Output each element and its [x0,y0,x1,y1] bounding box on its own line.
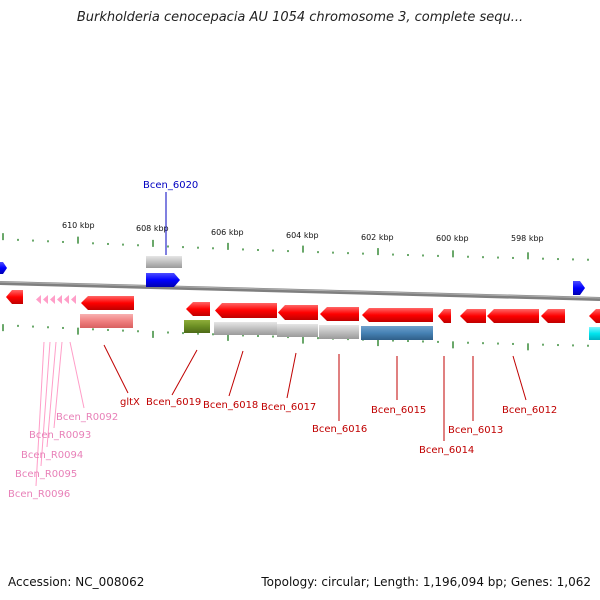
gene-labels: Bcen_6020 gltX Bcen_6019 Bcen_6018 Bcen_… [8,180,557,500]
gene-label-bcen-r0095[interactable]: Bcen_R0095 [15,469,77,480]
gene-label-bcen-6017[interactable]: Bcen_6017 [261,402,316,413]
cog-box-bcen-6018 [214,322,277,335]
trna-arrow-bcen-r0093[interactable] [57,295,62,304]
gene-label-bcen-r0096[interactable]: Bcen_R0096 [8,489,70,500]
leader-bcen-r0094 [46,341,57,448]
leader-bcen-r0096 [35,341,45,487]
cog-box-bcen-6015 [361,326,433,340]
gene-arrow-bcen-6014[interactable] [438,309,451,323]
trna-arrow-bcen-r0096[interactable] [36,295,41,304]
cog-box-bcen-6017 [277,324,318,337]
leader-bcen-r0093 [53,341,63,429]
gene-label-bcen-6015[interactable]: Bcen_6015 [371,405,426,416]
gene-arrow-bcen-6017[interactable] [278,305,318,320]
leader-bcen-6018 [228,350,244,397]
gene-arrow-forward-left-edge[interactable] [0,262,7,274]
cog-box-bcen-6016 [319,325,359,339]
axis-label-600: 600 kbp [436,234,469,243]
gene-label-bcen-6014[interactable]: Bcen_6014 [419,445,474,456]
leader-gltx [103,344,129,394]
gene-arrow-gltx[interactable] [81,296,134,310]
trna-arrow-bcen-r0094[interactable] [50,295,55,304]
backbone-highlight [0,281,600,299]
gene-label-bcen-6013[interactable]: Bcen_6013 [448,425,503,436]
gene-label-gltx[interactable]: gltX [120,397,140,408]
gene-label-bcen-r0093[interactable]: Bcen_R0093 [29,430,91,441]
axis-label-610: 610 kbp [62,221,95,230]
cog-box-right-edge [589,327,600,340]
outer-tick-ring [2,233,589,261]
gene-label-bcen-6018[interactable]: Bcen_6018 [203,400,258,411]
gene-arrow-bcen-6012[interactable] [487,309,539,323]
gene-label-bcen-6020[interactable]: Bcen_6020 [143,180,198,191]
leader-bcen-6012 [512,355,527,401]
gene-arrow-bcen-6020[interactable] [146,273,180,287]
axis-label-608: 608 kbp [136,224,169,233]
reverse-strand-track [6,290,600,340]
gene-label-bcen-6016[interactable]: Bcen_6016 [312,424,367,435]
trna-arrow-bcen-r0092[interactable] [64,295,69,304]
gene-arrow-reverse-right-edge[interactable] [589,309,600,323]
gene-arrow-reverse-left-edge[interactable] [6,290,23,304]
leader-bcen-6019 [171,349,198,396]
cog-box-bcen-6020 [146,256,182,268]
forward-strand-track [0,256,585,295]
axis-labels: 610 kbp 608 kbp 606 kbp 604 kbp 602 kbp … [62,221,544,243]
cog-box-gltx [80,314,133,328]
axis-label-604: 604 kbp [286,231,319,240]
accession-text: Accession: NC_008062 [8,575,145,589]
axis-label-606: 606 kbp [211,228,244,237]
trna-cluster [36,295,76,304]
leader-bcen-6017 [286,352,297,399]
genome-summary-text: Topology: circular; Length: 1,196,094 bp… [261,575,591,589]
gene-label-bcen-r0092[interactable]: Bcen_R0092 [56,412,118,423]
leader-bcen-r0095 [40,341,51,467]
gene-arrow-bcen-6016[interactable] [320,307,359,321]
gene-arrow-bcen-6018[interactable] [215,303,277,318]
gene-arrow-bcen-6011[interactable] [541,309,565,323]
gene-label-bcen-6019[interactable]: Bcen_6019 [146,397,201,408]
gene-arrow-bcen-6015[interactable] [362,308,433,322]
gene-arrow-forward-right-edge[interactable] [573,281,585,295]
gene-label-bcen-r0094[interactable]: Bcen_R0094 [21,450,83,461]
gene-arrow-bcen-6013[interactable] [460,309,486,323]
trna-arrow-extra[interactable] [71,295,76,304]
map-title: Burkholderia cenocepacia AU 1054 chromos… [76,10,524,25]
backbone-line [0,281,600,301]
trna-arrow-bcen-r0095[interactable] [43,295,48,304]
label-leader-lines [35,192,527,487]
axis-label-602: 602 kbp [361,233,394,242]
inner-tick-ring [2,324,589,351]
cog-box-bcen-6019 [184,320,210,333]
leader-bcen-r0092 [69,341,85,409]
gene-arrow-bcen-6019[interactable] [186,302,210,316]
axis-label-598: 598 kbp [511,234,544,243]
gene-label-bcen-6012[interactable]: Bcen_6012 [502,405,557,416]
